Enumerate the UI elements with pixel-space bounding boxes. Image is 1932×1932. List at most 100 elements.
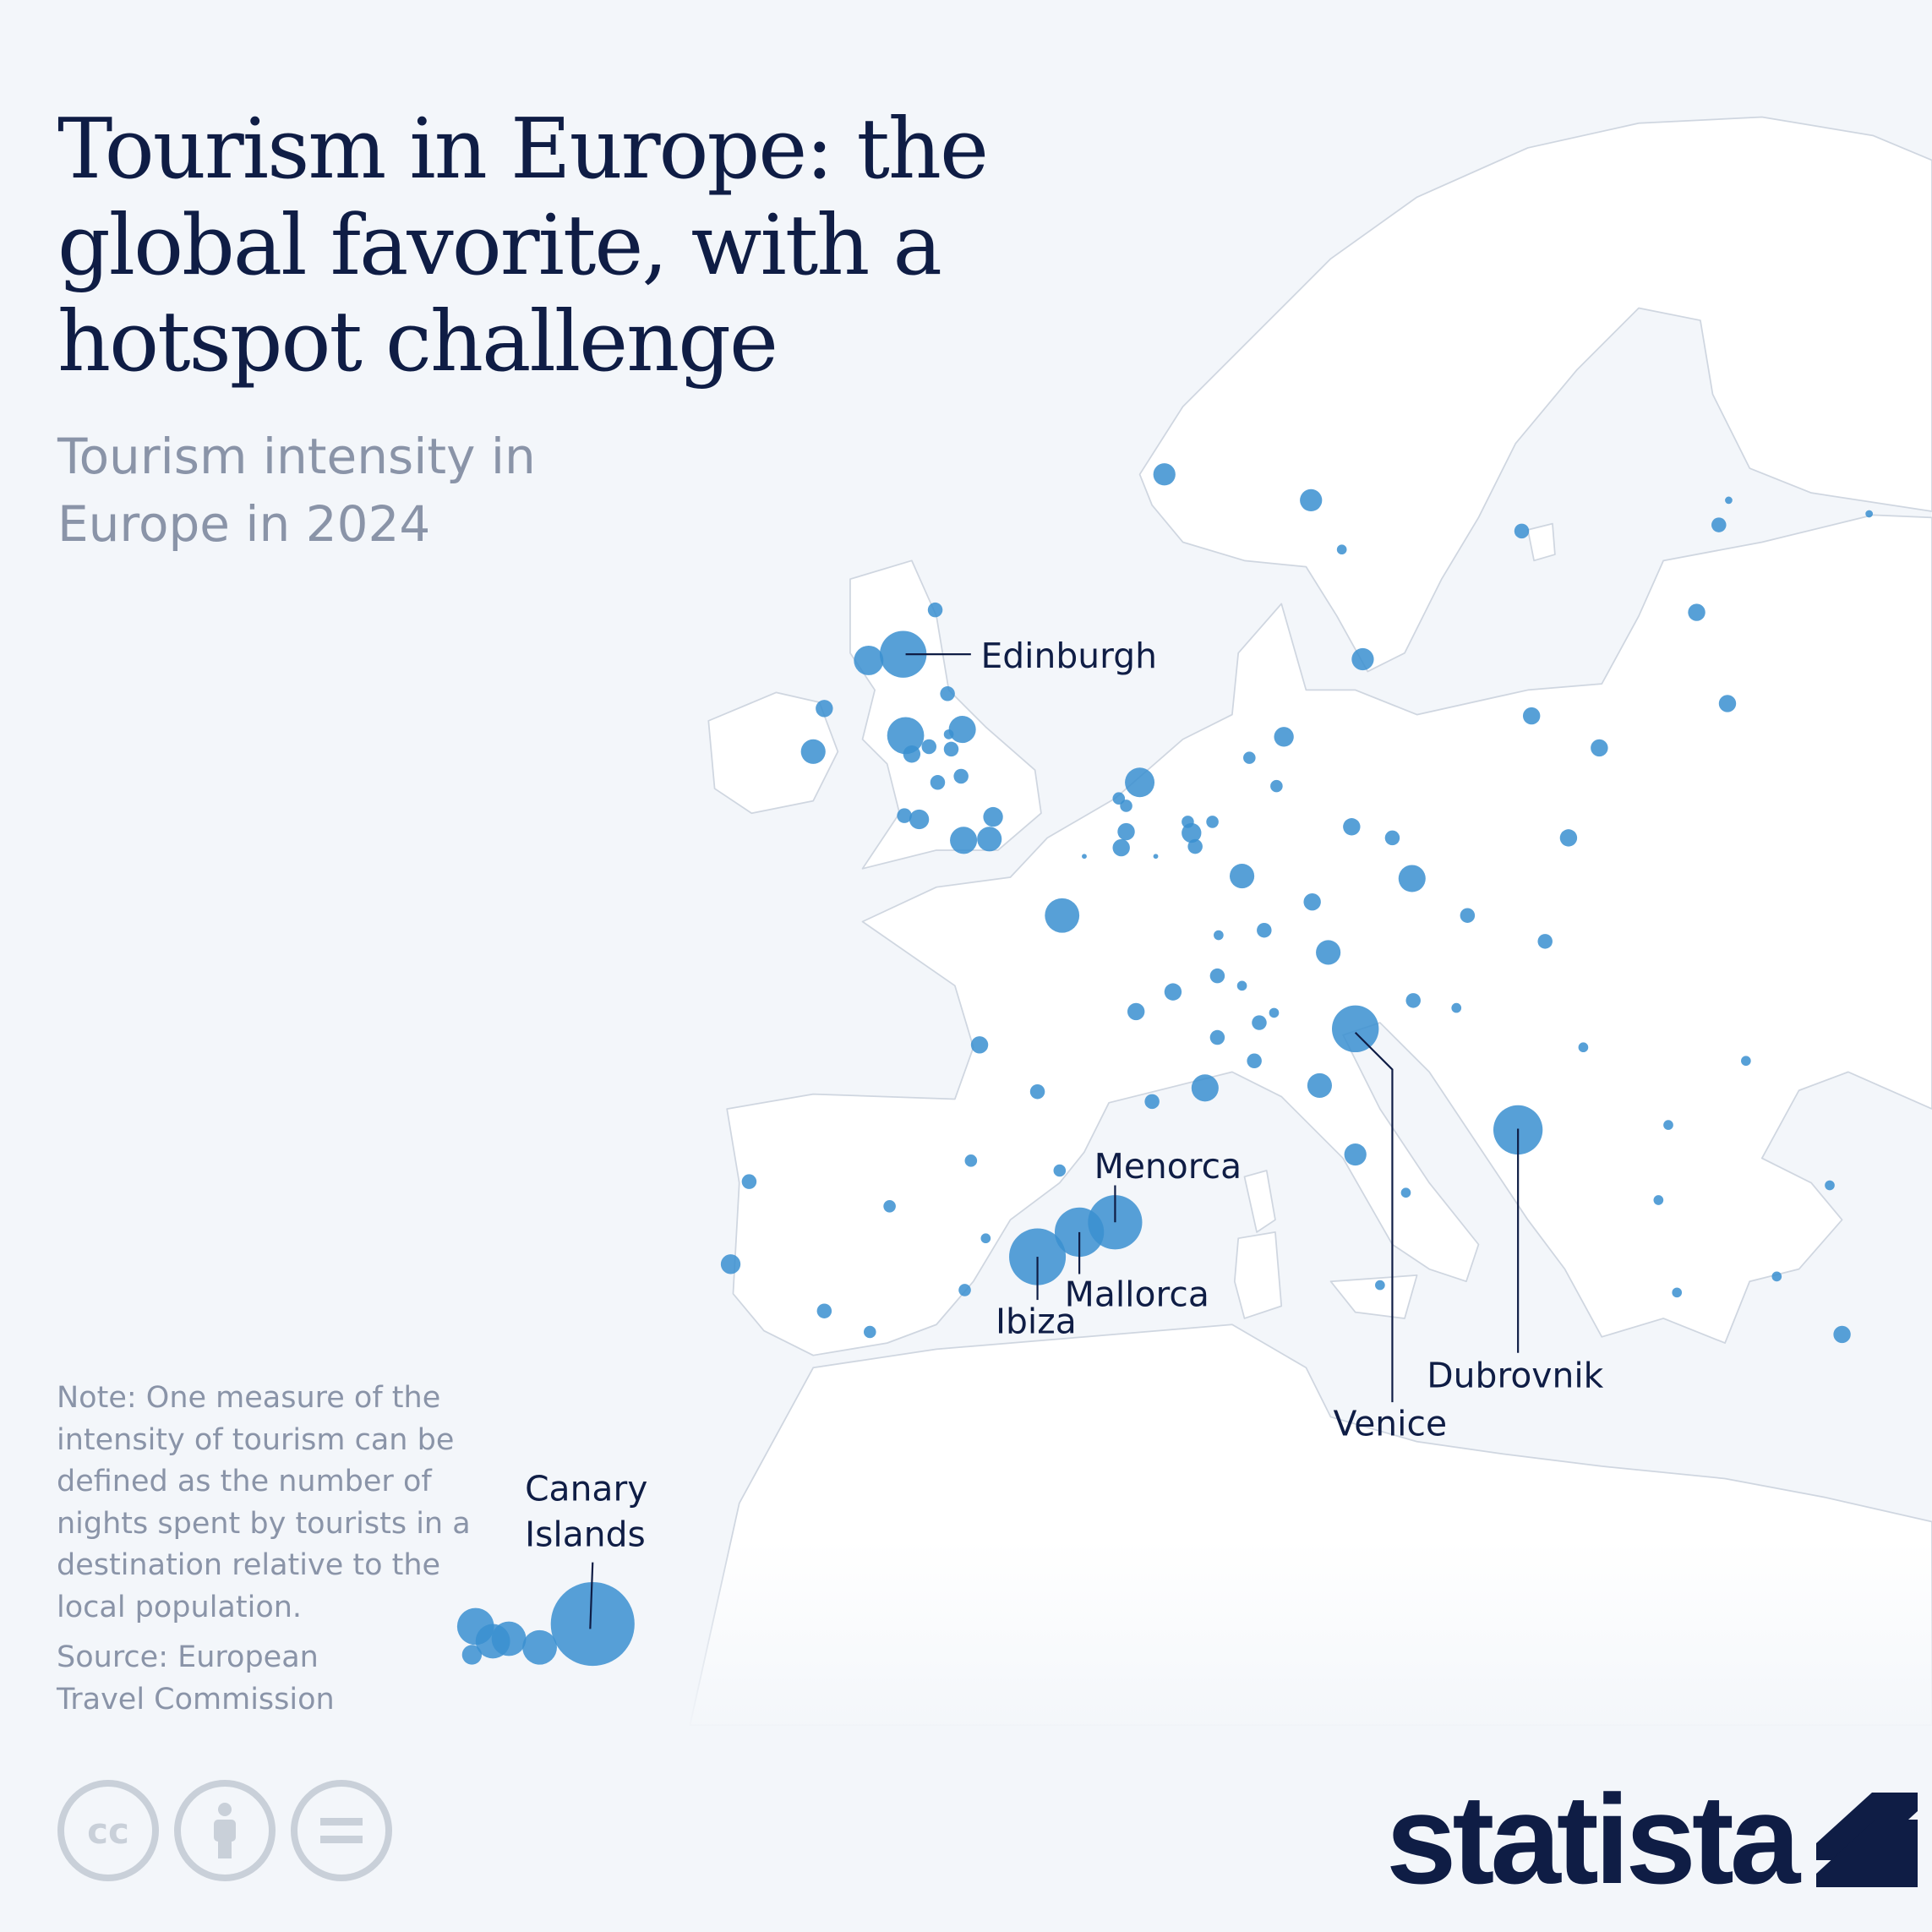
note-text: Note: One measure of the intensity of to… bbox=[57, 1381, 471, 1624]
destination-bubble bbox=[1187, 838, 1203, 854]
destination-bubble bbox=[940, 686, 955, 701]
mainland bbox=[726, 514, 1932, 1356]
sardinia bbox=[1233, 1231, 1283, 1319]
destination-bubble bbox=[1125, 767, 1155, 798]
destination-bubble bbox=[550, 1581, 635, 1667]
destination-bubble bbox=[1045, 898, 1080, 933]
cc-icon[interactable]: cc bbox=[57, 1780, 159, 1881]
destination-bubble bbox=[1865, 510, 1874, 518]
source-text: Source: European Travel Commission bbox=[57, 1640, 335, 1716]
destination-bubble bbox=[1303, 892, 1321, 911]
destination-bubble bbox=[1214, 930, 1224, 941]
destination-bubble bbox=[1229, 863, 1255, 889]
destination-bubble bbox=[1653, 1195, 1664, 1205]
destination-bubble bbox=[1398, 865, 1426, 892]
destination-bubble bbox=[1672, 1287, 1683, 1298]
destination-bubble bbox=[1117, 822, 1135, 841]
destination-bubble bbox=[1451, 1002, 1462, 1013]
destination-bubble bbox=[1300, 488, 1323, 512]
destination-bubble bbox=[964, 1154, 978, 1167]
destination-bubble bbox=[1153, 463, 1176, 486]
label-canary-line2: Islands bbox=[525, 1514, 646, 1555]
scandinavia bbox=[1138, 116, 1932, 673]
destination-bubble bbox=[1331, 1005, 1379, 1053]
destination-bubble bbox=[1344, 1143, 1367, 1166]
destination-bubble bbox=[1209, 968, 1225, 984]
destination-bubble bbox=[897, 808, 912, 823]
destination-bubble bbox=[1082, 854, 1087, 860]
destination-bubble bbox=[1711, 517, 1727, 532]
destination-bubble bbox=[1351, 647, 1374, 671]
destination-bubble bbox=[1112, 838, 1130, 857]
brand-wordmark: statista bbox=[1386, 1768, 1800, 1910]
destination-bubble bbox=[1144, 1094, 1160, 1110]
destination-bubble bbox=[948, 716, 976, 744]
destination-bubble bbox=[1741, 1056, 1751, 1067]
destination-bubble bbox=[1384, 830, 1400, 846]
destination-bubble bbox=[491, 1621, 527, 1656]
statista-mark-icon bbox=[1816, 1792, 1918, 1887]
destination-bubble bbox=[953, 768, 969, 784]
destination-bubble bbox=[461, 1645, 483, 1665]
label-ibiza: Ibiza bbox=[996, 1301, 1077, 1341]
destination-bubble bbox=[943, 741, 959, 757]
destination-bubble bbox=[1191, 1074, 1219, 1102]
sicily bbox=[1329, 1274, 1418, 1319]
destination-bubble bbox=[1578, 1042, 1589, 1053]
label-menorca: Menorca bbox=[1094, 1146, 1242, 1187]
destination-bubble bbox=[1663, 1120, 1673, 1130]
destination-bubble bbox=[1514, 523, 1530, 539]
destination-bubble bbox=[1825, 1180, 1835, 1191]
destination-bubble bbox=[909, 809, 930, 830]
destination-bubble bbox=[930, 775, 946, 790]
statista-logo[interactable]: statista bbox=[1386, 1766, 1918, 1913]
destination-bubble bbox=[927, 602, 943, 618]
subtitle: Tourism intensity in Europe in 2024 bbox=[57, 428, 536, 553]
destination-bubble bbox=[1591, 739, 1608, 757]
destination-bubble bbox=[800, 739, 826, 764]
destination-bubble bbox=[1688, 603, 1706, 621]
destination-bubble bbox=[1537, 934, 1553, 949]
destination-bubble bbox=[1405, 993, 1421, 1008]
no-derivatives-icon[interactable] bbox=[291, 1780, 392, 1881]
destination-bubble bbox=[1400, 1187, 1411, 1198]
destination-bubble bbox=[1522, 707, 1541, 725]
destination-bubble bbox=[1725, 496, 1733, 505]
destination-bubble bbox=[1269, 1007, 1280, 1018]
destination-bubble bbox=[522, 1629, 557, 1665]
great-britain bbox=[849, 559, 1042, 870]
destination-bubble bbox=[1243, 751, 1256, 764]
destination-bubble bbox=[883, 1200, 896, 1213]
destination-bubble bbox=[1182, 822, 1202, 843]
destination-bubble bbox=[950, 827, 978, 854]
destination-bubble bbox=[921, 739, 937, 755]
destination-bubble bbox=[970, 1036, 989, 1054]
destination-bubble bbox=[854, 645, 884, 675]
label-edinburgh: Edinburgh bbox=[980, 636, 1157, 676]
label-canary-line1: Canary bbox=[525, 1469, 647, 1509]
iceland-islands bbox=[1526, 522, 1556, 562]
destination-bubble bbox=[1206, 816, 1219, 828]
page-title: Tourism in Europe: the global favorite, … bbox=[57, 101, 989, 390]
destination-bubble bbox=[879, 630, 927, 678]
destination-bubble bbox=[863, 1325, 876, 1339]
ireland bbox=[707, 691, 839, 815]
destination-bubble bbox=[1153, 854, 1159, 860]
label-mallorca: Mallorca bbox=[1065, 1274, 1209, 1314]
destination-bubble bbox=[887, 717, 925, 755]
destination-bubble bbox=[1209, 1029, 1225, 1045]
destination-bubble bbox=[1236, 980, 1247, 991]
destination-bubble bbox=[958, 1284, 971, 1296]
destination-bubble bbox=[720, 1254, 741, 1274]
leader-lines bbox=[589, 653, 1520, 1629]
attribution-icon[interactable] bbox=[174, 1780, 276, 1881]
destination-bubble bbox=[1257, 922, 1272, 938]
destination-bubble bbox=[1833, 1325, 1851, 1344]
destination-bubble bbox=[1718, 695, 1737, 712]
destination-bubble bbox=[1029, 1083, 1045, 1100]
destination-bubble bbox=[1343, 818, 1361, 836]
destination-bubble bbox=[1336, 544, 1347, 555]
destination-bubble bbox=[1164, 983, 1182, 1001]
destination-bubble bbox=[1274, 727, 1294, 747]
